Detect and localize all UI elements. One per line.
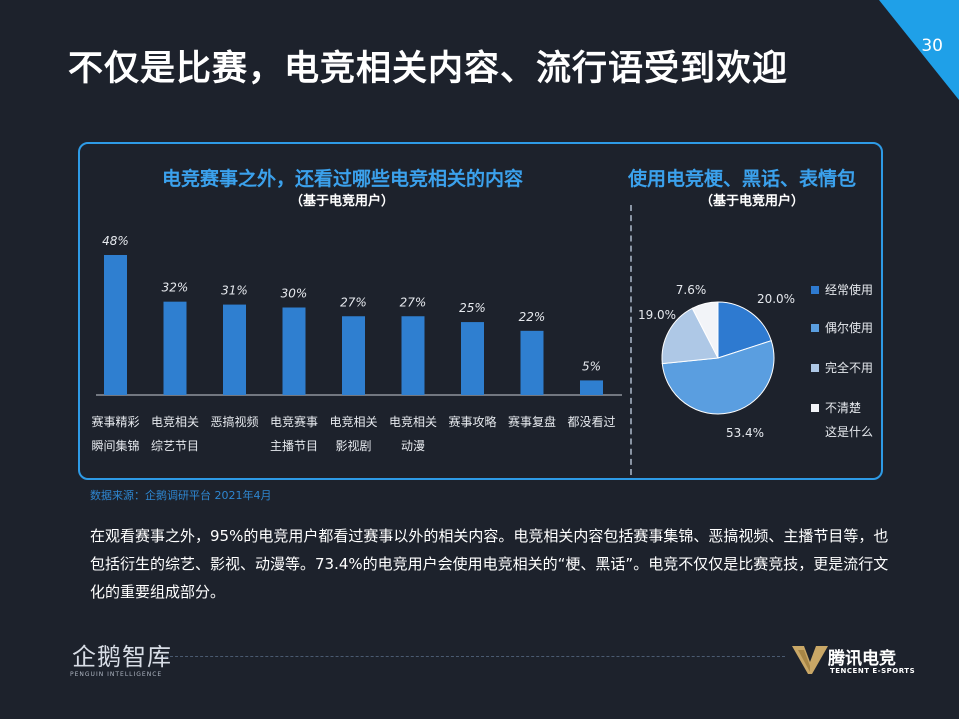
bar-value-label: 27%: [400, 295, 427, 309]
bar-value-label: 31%: [221, 284, 248, 298]
bar-category-label: 影视剧: [335, 438, 371, 453]
bar-value-label: 30%: [281, 287, 308, 301]
pie-legend-label: 偶尔使用: [825, 320, 873, 335]
bar-chart-subheading: （基于电竞用户）: [290, 194, 395, 209]
bar-category-label: 电竞相关: [329, 415, 377, 429]
bar-value-label: 27%: [340, 295, 367, 309]
pie-legend-swatch: [811, 404, 819, 412]
bar-category-label: 电竞相关: [389, 415, 437, 429]
summary-paragraph: 在观看赛事之外，95%的电竞用户都看过赛事以外的相关内容。电竞相关内容包括赛事集…: [90, 527, 889, 601]
bar: [461, 322, 484, 395]
pie-legend-label: 这是什么: [825, 424, 873, 439]
bar-category-label: 综艺节目: [151, 439, 199, 453]
bar: [223, 304, 246, 395]
bar-value-label: 32%: [162, 281, 189, 295]
pie-legend-swatch: [811, 324, 819, 332]
corner-decoration: [879, 0, 959, 100]
bar: [342, 316, 365, 395]
bar: [401, 316, 425, 395]
pie-slice: [691, 301, 719, 359]
pie-value-label: 7.6%: [676, 283, 707, 297]
pie-legend-swatch: [811, 364, 819, 372]
penguin-intelligence-logo: 企鹅智库: [72, 643, 172, 671]
pie-legend-label: 不清楚: [825, 401, 861, 415]
pie-legend-swatch: [811, 286, 819, 294]
page-title: 不仅是比赛，电竞相关内容、流行语受到欢迎: [68, 49, 789, 89]
bar: [520, 330, 544, 395]
pie-value-label: 20.0%: [757, 292, 795, 306]
bar-category-label: 赛事复盘: [508, 414, 556, 429]
page-number: 30: [921, 36, 943, 56]
pie-slice: [717, 301, 772, 359]
bar-category-label: 赛事攻略: [448, 414, 496, 429]
bar-category-label: 电竞相关: [151, 415, 199, 429]
pie-legend-label: 经常使用: [825, 282, 873, 297]
bar-value-label: 25%: [459, 301, 486, 315]
footer-divider: [165, 656, 785, 657]
bar-value-label: 5%: [582, 359, 601, 373]
bar: [104, 255, 127, 395]
tencent-esports-name: 腾讯电竞: [828, 649, 896, 669]
bar-category-label: 都没看过: [567, 414, 615, 429]
tencent-esports-tagline: TENCENT E-SPORTS: [830, 667, 916, 675]
penguin-intelligence-tagline: PENGUIN INTELLIGENCE: [70, 671, 163, 678]
bar: [580, 380, 603, 395]
bar-category-label: 动漫: [401, 439, 425, 453]
bar-value-label: 48%: [102, 234, 129, 248]
bar-chart-heading: 电竞赛事之外，还看过哪些电竞相关的内容: [162, 168, 524, 190]
bar-category-label: 赛事精彩: [91, 414, 139, 429]
pie-slice: [661, 307, 719, 365]
bar: [282, 307, 306, 395]
pie-chart-subheading: （基于电竞用户）: [700, 194, 805, 209]
pie-value-label: 19.0%: [638, 308, 676, 322]
bar-category-label: 瞬间集锦: [91, 438, 139, 453]
bar-category-label: 电竞赛事: [270, 414, 318, 429]
bar-category-label: 主播节目: [270, 439, 318, 453]
bar: [163, 301, 187, 395]
pie-slice: [661, 340, 775, 415]
pie-legend-label: 完全不用: [825, 360, 873, 375]
bar-category-label: 恶搞视频: [210, 414, 258, 429]
bar-value-label: 22%: [519, 310, 546, 324]
panel-divider: [630, 205, 632, 475]
pie-value-label: 53.4%: [726, 426, 764, 440]
chart-panel: [78, 142, 883, 480]
data-source: 数据来源：企鹅调研平台 2021年4月: [90, 489, 272, 502]
pie-chart-heading: 使用电竞梗、黑话、表情包: [628, 168, 857, 190]
tencent-esports-icon: [792, 646, 828, 674]
